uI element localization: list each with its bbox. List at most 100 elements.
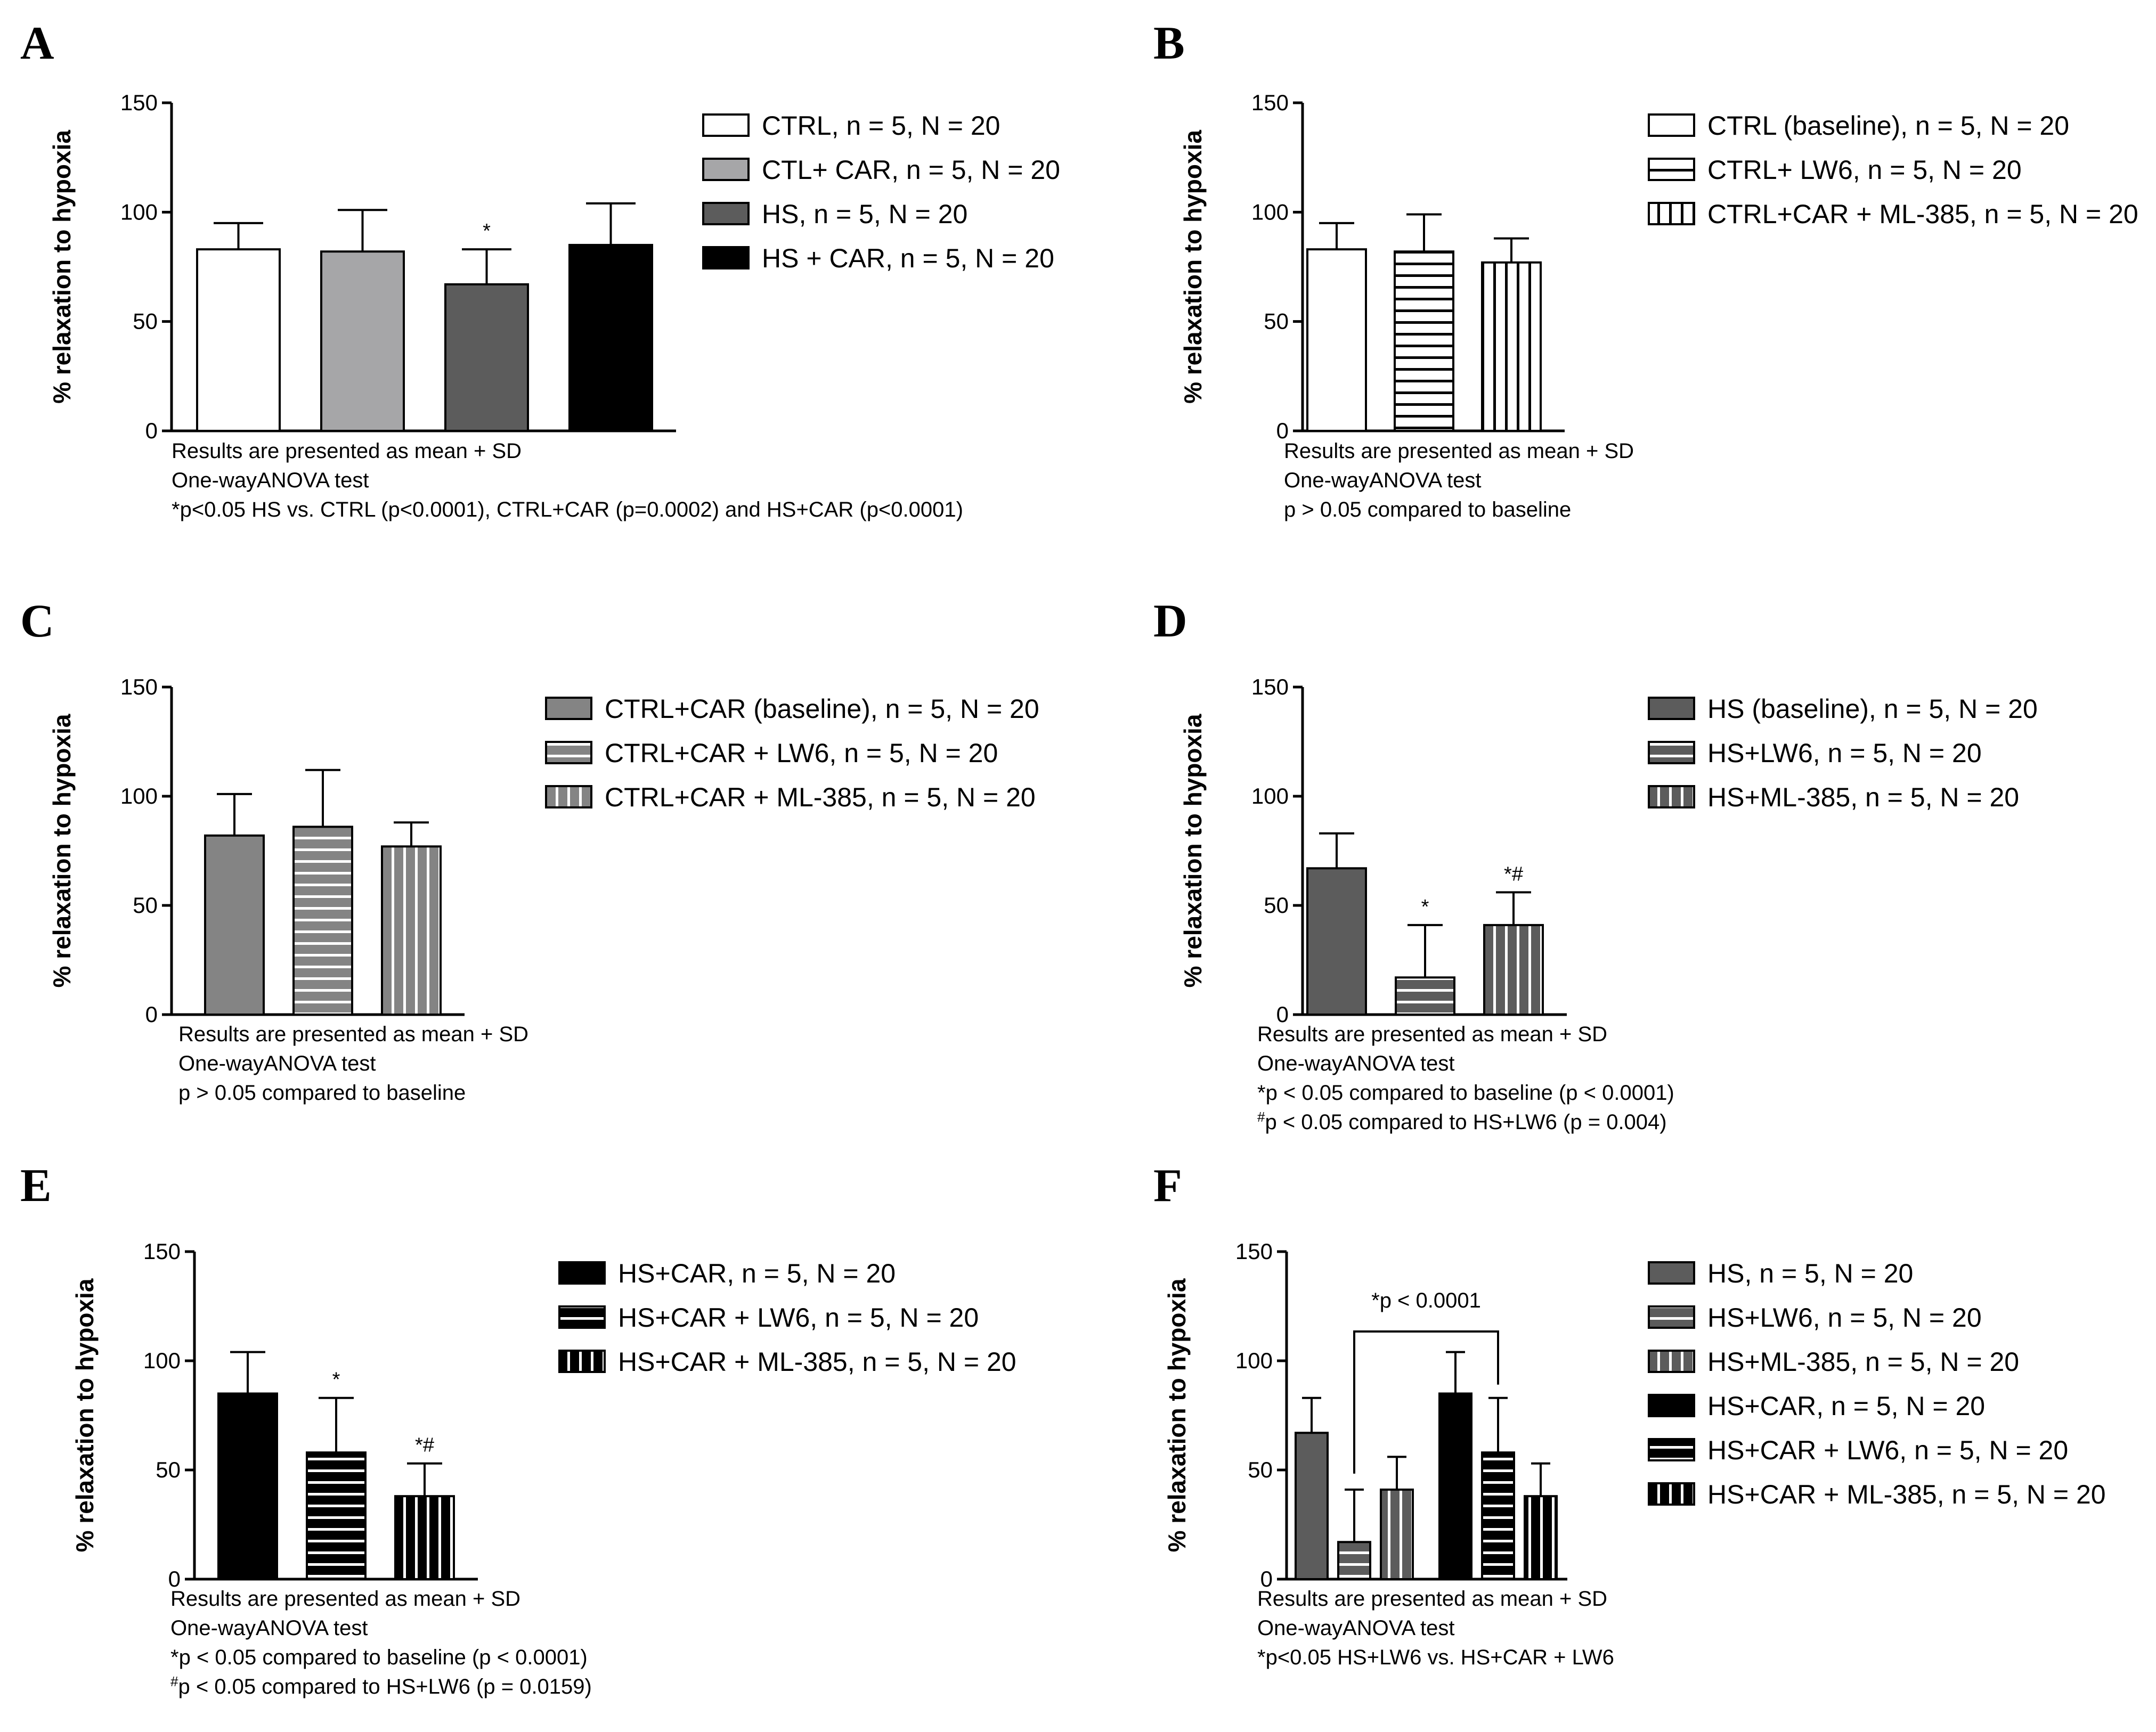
legend-swatch <box>1648 1261 1695 1285</box>
significance-marker: *# <box>415 1434 434 1457</box>
legend-label: CTRL+CAR + ML-385, n = 5, N = 20 <box>605 782 1036 812</box>
legend-swatch <box>1648 1350 1695 1373</box>
footnote: #p < 0.05 compared to HS+LW6 (p = 0.0159… <box>170 1673 592 1698</box>
y-tick-label: 50 <box>133 893 158 918</box>
footnote: *p < 0.05 compared to baseline (p < 0.00… <box>1257 1081 1674 1105</box>
bar <box>568 243 653 432</box>
panel-label: E <box>20 1160 52 1212</box>
bar <box>444 283 529 432</box>
bar <box>1524 1495 1558 1580</box>
legend-swatch <box>702 246 750 269</box>
panel-C: C % relaxation to hypoxia 0 50 100 150 CTRL+CA… <box>20 595 1039 1105</box>
significance-bracket <box>1353 1330 1499 1474</box>
y-axis-title: % relaxation to hypoxia <box>1163 1278 1191 1552</box>
legend-swatch <box>1648 1394 1695 1417</box>
legend-label: HS+CAR + LW6, n = 5, N = 20 <box>618 1303 979 1333</box>
bar <box>306 1451 367 1580</box>
legend-swatch <box>1648 1438 1695 1461</box>
legend-label: HS+LW6, n = 5, N = 20 <box>1707 738 1982 768</box>
legend-label: HS+LW6, n = 5, N = 20 <box>1707 1303 1982 1333</box>
footnote: #p < 0.05 compared to HS+LW6 (p = 0.004) <box>1257 1109 1667 1134</box>
footnote: One-wayANOVA test <box>1257 1052 1455 1075</box>
legend-label: HS+CAR + ML-385, n = 5, N = 20 <box>618 1347 1016 1377</box>
legend-swatch <box>1648 1305 1695 1329</box>
bar <box>394 1495 455 1580</box>
y-tick-label: 100 <box>1235 1348 1273 1373</box>
y-tick-label: 0 <box>168 1566 181 1591</box>
footnote: One-wayANOVA test <box>170 1616 368 1640</box>
footnote: *p < 0.05 compared to baseline (p < 0.00… <box>170 1646 588 1669</box>
panel-label: A <box>20 18 54 69</box>
panel-label: F <box>1153 1160 1182 1212</box>
y-tick-label: 100 <box>143 1348 181 1373</box>
footnote: Results are presented as mean + SD <box>172 439 522 463</box>
y-tick-label: 150 <box>120 674 158 699</box>
significance-marker: * <box>483 220 491 242</box>
legend-swatch <box>702 202 750 225</box>
footnote: Results are presented as mean + SD <box>1284 439 1634 463</box>
legend-swatch <box>545 785 592 808</box>
panel-B: B % relaxation to hypoxia 0 50 100 150 CTRL (b… <box>1153 18 2138 521</box>
legend-swatch <box>1648 158 1695 181</box>
footnote-superscript: # <box>170 1673 178 1689</box>
bar <box>381 845 442 1016</box>
bar <box>1481 1451 1515 1580</box>
significance-marker: * <box>332 1369 340 1391</box>
footnote: *p<0.05 HS+LW6 vs. HS+CAR + LW6 <box>1257 1646 1614 1669</box>
footnote: One-wayANOVA test <box>172 469 369 492</box>
footnote: One-wayANOVA test <box>1257 1616 1455 1640</box>
bar <box>1481 261 1542 432</box>
y-tick-label: 0 <box>1276 1002 1289 1027</box>
bar <box>320 250 405 432</box>
bar <box>1483 924 1544 1016</box>
legend-label: HS, n = 5, N = 20 <box>1707 1259 1913 1288</box>
legend-swatch <box>702 158 750 181</box>
y-tick-label: 0 <box>145 418 158 443</box>
y-axis-title: % relaxation to hypoxia <box>71 1278 99 1552</box>
legend-label: HS+ML-385, n = 5, N = 20 <box>1707 782 2019 812</box>
legend-swatch <box>1648 697 1695 720</box>
bar <box>292 826 353 1016</box>
bar <box>1395 976 1455 1016</box>
footnote-text: p < 0.05 compared to HS+LW6 (p = 0.0159) <box>178 1675 591 1698</box>
legend-swatch <box>702 113 750 137</box>
y-tick-label: 0 <box>145 1002 158 1027</box>
legend-label: HS+CAR, n = 5, N = 20 <box>618 1259 896 1288</box>
y-axis-title: % relaxation to hypoxia <box>1179 714 1207 987</box>
bar <box>217 1392 278 1580</box>
legend-swatch <box>545 697 592 720</box>
significance-marker: * <box>1421 896 1429 918</box>
y-tick-label: 100 <box>120 199 158 224</box>
panel-F: F % relaxation to hypoxia 0 50 100 150 *p < 0.… <box>1153 1160 2106 1669</box>
y-tick-label: 0 <box>1276 418 1289 443</box>
panel-label: D <box>1153 595 1187 647</box>
y-tick-label: 100 <box>120 783 158 808</box>
panel-A: A % relaxation to hypoxia 0 50 100 150 * CTRL, … <box>20 18 1060 521</box>
legend-label: CTRL, n = 5, N = 20 <box>762 111 1000 141</box>
significance-marker: *# <box>1504 863 1523 885</box>
bar <box>1394 250 1454 432</box>
bar <box>204 834 265 1016</box>
legend-swatch <box>545 741 592 764</box>
footnote-text: p < 0.05 compared to HS+LW6 (p = 0.004) <box>1265 1110 1666 1134</box>
legend-label: HS, n = 5, N = 20 <box>762 199 967 229</box>
legend-swatch <box>1648 113 1695 137</box>
legend-swatch <box>1648 741 1695 764</box>
y-tick-label: 150 <box>1251 90 1289 115</box>
legend-label: CTRL+CAR + LW6, n = 5, N = 20 <box>605 738 998 768</box>
legend-label: HS + CAR, n = 5, N = 20 <box>762 243 1054 273</box>
y-axis-title: % relaxation to hypoxia <box>48 130 76 404</box>
bracket-label: *p < 0.0001 <box>1371 1289 1481 1312</box>
legend-swatch <box>1648 1482 1695 1506</box>
legend-label: HS+CAR, n = 5, N = 20 <box>1707 1391 1985 1421</box>
bar <box>196 248 281 432</box>
footnote-superscript: # <box>1257 1109 1265 1125</box>
bar <box>1306 248 1367 432</box>
footnote: Results are presented as mean + SD <box>1257 1587 1607 1611</box>
footnote: p > 0.05 compared to baseline <box>1284 498 1571 521</box>
legend-label: HS+ML-385, n = 5, N = 20 <box>1707 1347 2019 1377</box>
legend-label: CTL+ CAR, n = 5, N = 20 <box>762 155 1060 185</box>
footnote: p > 0.05 compared to baseline <box>178 1081 466 1105</box>
bar <box>1380 1488 1414 1580</box>
